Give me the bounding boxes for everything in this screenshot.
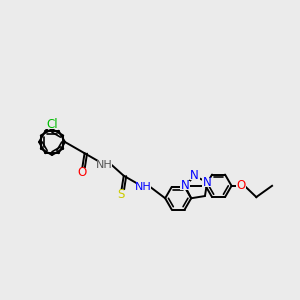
- Text: N: N: [180, 179, 189, 192]
- FancyBboxPatch shape: [180, 181, 190, 190]
- FancyBboxPatch shape: [202, 178, 212, 187]
- Text: S: S: [117, 188, 124, 201]
- FancyBboxPatch shape: [190, 171, 200, 180]
- Text: NH: NH: [135, 182, 152, 192]
- FancyBboxPatch shape: [76, 168, 87, 177]
- Text: Cl: Cl: [46, 118, 58, 131]
- Text: O: O: [236, 179, 245, 192]
- FancyBboxPatch shape: [44, 119, 59, 129]
- FancyBboxPatch shape: [116, 190, 126, 200]
- Text: N: N: [190, 169, 199, 182]
- FancyBboxPatch shape: [236, 181, 245, 190]
- Text: N: N: [203, 176, 212, 189]
- Text: NH: NH: [96, 160, 112, 170]
- Text: O: O: [77, 166, 86, 179]
- FancyBboxPatch shape: [97, 160, 112, 170]
- FancyBboxPatch shape: [136, 182, 151, 192]
